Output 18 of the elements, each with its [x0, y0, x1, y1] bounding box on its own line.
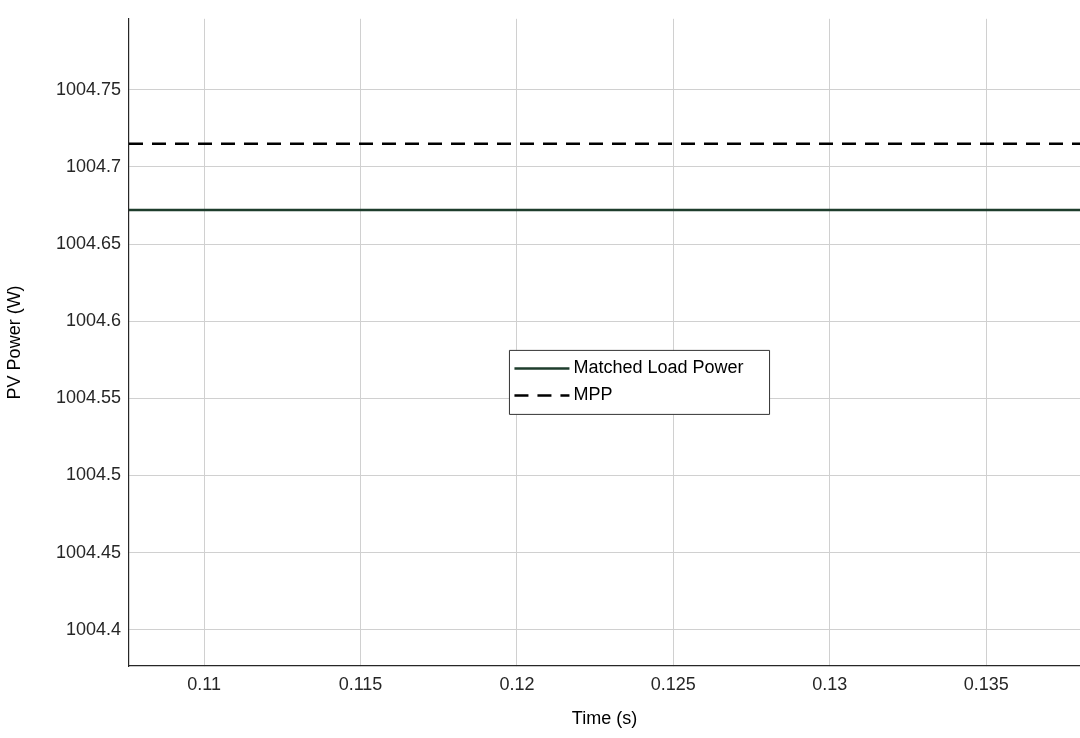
- legend-label: Matched Load Power: [573, 357, 744, 378]
- y-axis-title: PV Power (W): [3, 285, 24, 400]
- y-tick-label: 1004.5: [65, 464, 121, 485]
- y-tick-label: 1004.4: [65, 618, 121, 639]
- x-tick-label: 0.125: [650, 673, 696, 694]
- x-tick-label: 0.12: [499, 673, 535, 694]
- y-tick-label: 1004.75: [55, 78, 121, 99]
- y-tick-label: 1004.45: [55, 541, 121, 562]
- x-tick-label: 0.115: [338, 673, 383, 694]
- legend-label: MPP: [573, 384, 613, 405]
- x-tick-label: 0.13: [812, 673, 848, 694]
- x-tick-label: 0.11: [187, 673, 221, 694]
- y-tick-label: 1004.6: [65, 310, 121, 331]
- y-tick-label: 1004.65: [55, 233, 121, 254]
- x-tick-label: 0.135: [963, 673, 1009, 694]
- x-axis-title: Time (s): [571, 708, 638, 729]
- y-tick-label: 1004.7: [65, 155, 121, 176]
- y-tick-label: 1004.55: [55, 387, 121, 408]
